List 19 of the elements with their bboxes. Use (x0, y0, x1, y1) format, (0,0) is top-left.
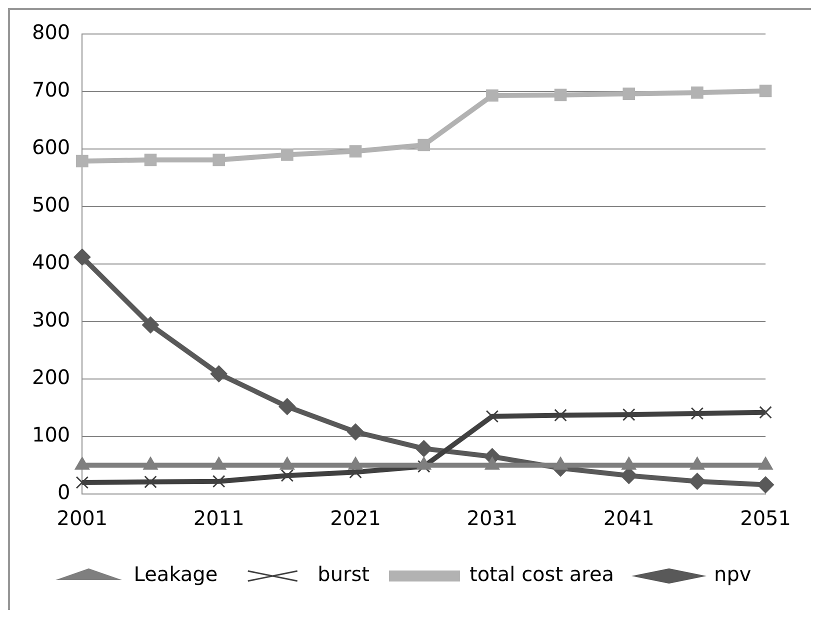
legend-label: total cost area (469, 562, 614, 586)
legend-label: burst (318, 562, 370, 586)
x-tick-label: 2031 (466, 506, 518, 530)
y-tick-label: 700 (32, 78, 70, 102)
y-tick-label: 400 (32, 250, 70, 274)
y-tick-label: 600 (32, 135, 70, 160)
y-tick-label: 800 (32, 20, 70, 44)
x-tick-label: 2051 (740, 506, 792, 530)
y-tick-label: 500 (32, 192, 70, 217)
x-tick-label: 2011 (193, 506, 244, 530)
x-tick-label: 2041 (603, 506, 654, 530)
y-tick-label: 100 (32, 422, 70, 447)
y-tick-label: 0 (57, 480, 70, 504)
x-tick-label: 2001 (56, 506, 108, 530)
legend-label: Leakage (134, 562, 218, 586)
y-tick-label: 300 (32, 308, 70, 332)
y-tick-label: 200 (32, 365, 70, 390)
legend-label: npv (714, 562, 752, 586)
x-tick-label: 2021 (330, 506, 381, 530)
